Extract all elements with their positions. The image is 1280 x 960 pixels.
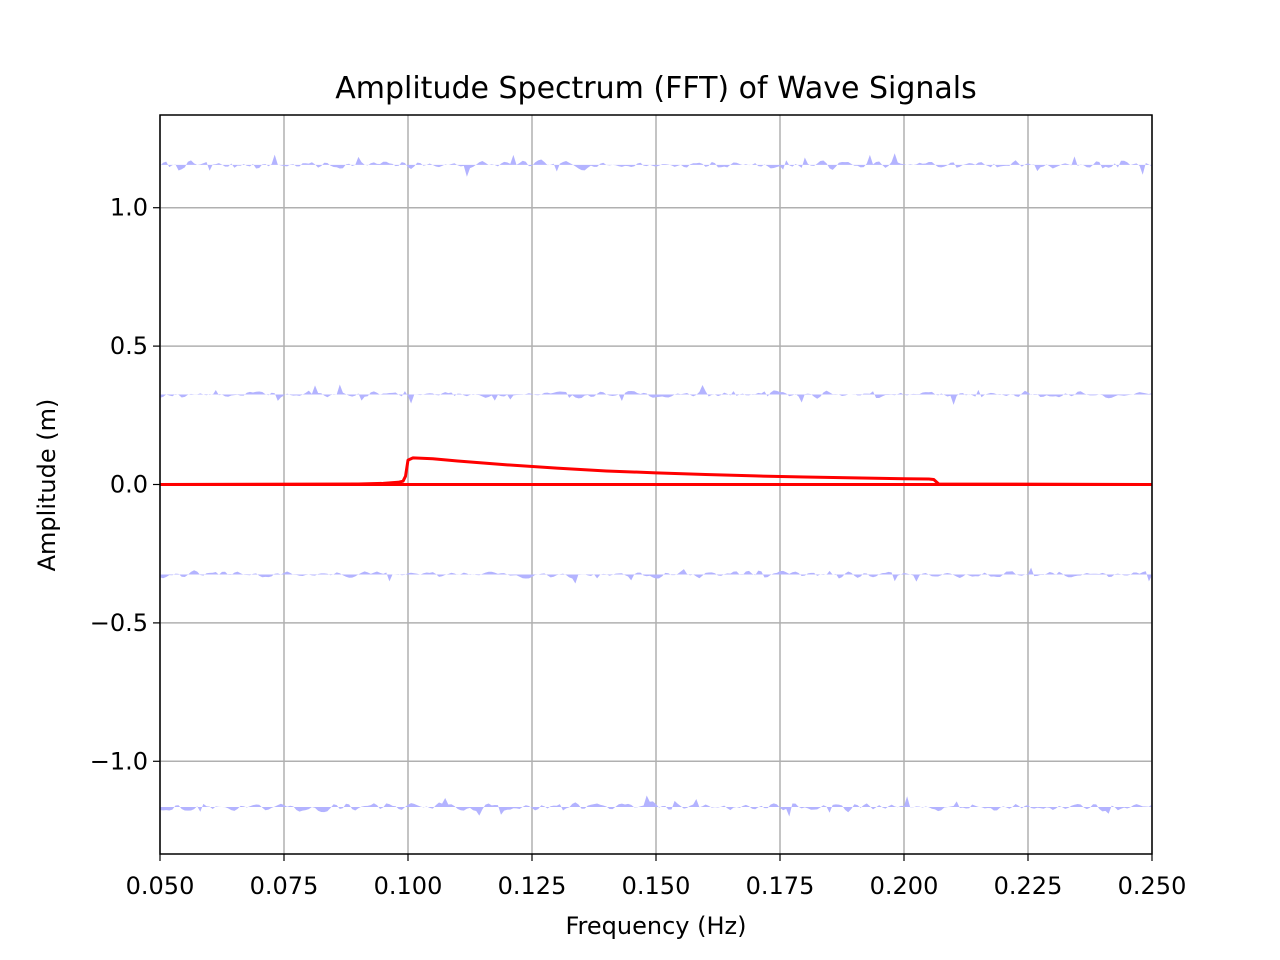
x-tick-label: 0.175: [746, 872, 815, 900]
x-tick-label: 0.075: [250, 872, 319, 900]
x-axis-label: Frequency (Hz): [566, 912, 747, 940]
noise-band: [160, 153, 1152, 177]
y-axis-label: Amplitude (m): [33, 399, 61, 572]
x-tick-label: 0.200: [870, 872, 939, 900]
y-tick-label: 0.5: [110, 332, 148, 360]
x-tick-label: 0.250: [1118, 872, 1187, 900]
y-tick-label: 1.0: [110, 194, 148, 222]
noise-band: [160, 795, 1152, 817]
y-tick-label: 0.0: [110, 471, 148, 499]
x-tick-label: 0.150: [622, 872, 691, 900]
noise-bands: [160, 153, 1152, 817]
x-tick-label: 0.125: [498, 872, 567, 900]
x-tick-label: 0.225: [994, 872, 1063, 900]
x-ticks: 0.050 0.075 0.100 0.125 0.150 0.175 0.200 0.225…: [126, 854, 1187, 900]
y-ticks: −1.0 −0.5 0.0 0.5 1.0: [90, 194, 160, 775]
series-lines: [159, 456, 1153, 486]
chart-title: Amplitude Spectrum (FFT) of Wave Signals: [335, 71, 977, 106]
noise-band: [160, 384, 1152, 405]
noise-band: [160, 567, 1152, 584]
y-tick-label: −1.0: [90, 747, 148, 775]
series-line: [159, 456, 1153, 486]
x-tick-label: 0.100: [374, 872, 443, 900]
x-tick-label: 0.050: [126, 872, 195, 900]
y-tick-label: −0.5: [90, 609, 148, 637]
